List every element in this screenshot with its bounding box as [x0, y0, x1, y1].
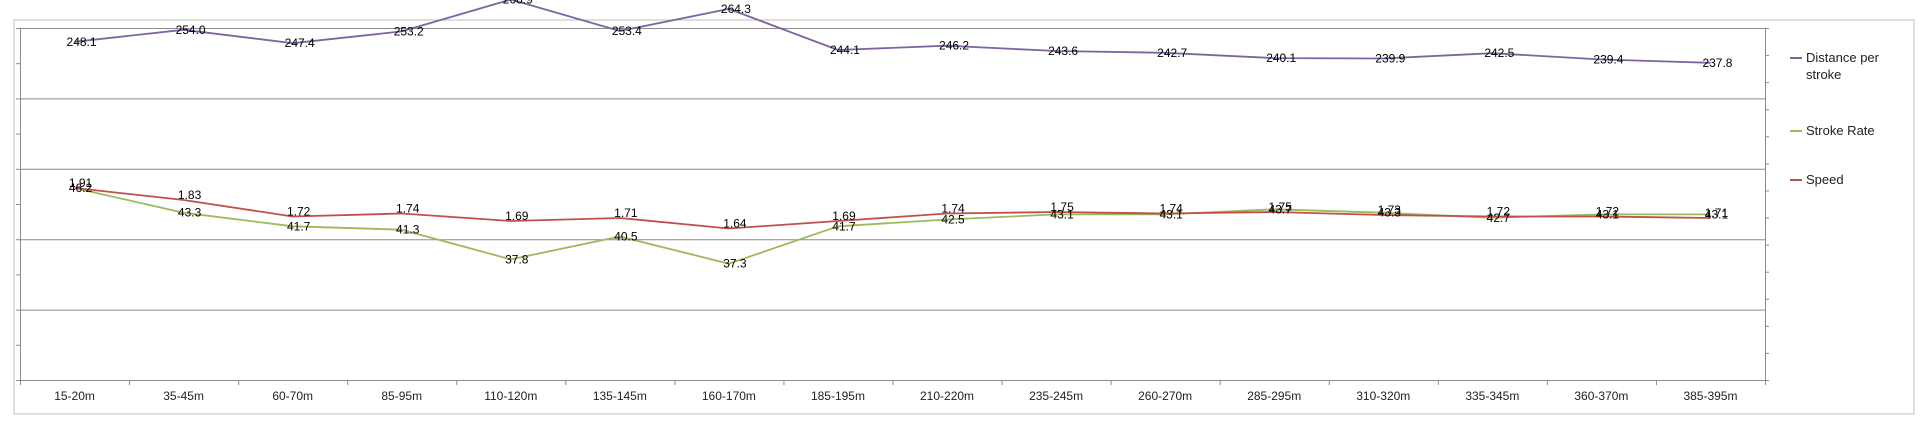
x-tick-label: 185-195m — [811, 389, 865, 403]
data-label: 240.1 — [1266, 51, 1296, 65]
x-tick-label: 285-295m — [1247, 389, 1301, 403]
data-label: 242.5 — [1484, 46, 1514, 60]
data-label: 1.69 — [505, 209, 529, 223]
data-label: 1.74 — [941, 202, 965, 216]
x-tick-label: 15-20m — [54, 389, 95, 403]
legend-label: Distance per — [1806, 50, 1880, 65]
data-label: 42.5 — [941, 212, 965, 226]
x-tick-label: 360-370m — [1574, 389, 1628, 403]
data-label: 41.3 — [396, 223, 420, 237]
x-tick-label: 60-70m — [272, 389, 313, 403]
data-labels: 248.1 254.0 247.4 253.2 268.9 253.4 264.3 244.1… — [67, 0, 1733, 271]
x-tick-label: 310-320m — [1356, 389, 1410, 403]
data-label: 1.74 — [396, 202, 420, 216]
data-label: 43.1 — [1159, 207, 1183, 221]
data-label: 1.72 — [1596, 205, 1620, 219]
data-label: 46.2 — [69, 181, 93, 195]
data-label: 253.4 — [612, 24, 642, 38]
data-label: 253.2 — [394, 24, 424, 38]
axes: 15-20m 35-45m 60-70m 85-95m 110-120m 135-145m… — [16, 28, 1769, 403]
data-label: 246.2 — [939, 39, 969, 53]
data-label: 239.4 — [1593, 53, 1623, 67]
data-label: 243.6 — [1048, 44, 1078, 58]
data-label: 41.7 — [287, 219, 311, 233]
data-label: 268.9 — [503, 0, 533, 6]
data-label: 242.7 — [1157, 46, 1187, 60]
data-label: 247.4 — [285, 36, 315, 50]
data-label: 254.0 — [176, 23, 206, 37]
legend-label: Speed — [1806, 172, 1844, 187]
data-label: 43.1 — [1705, 207, 1729, 221]
data-label: 37.3 — [723, 257, 747, 271]
data-label: 1.72 — [1487, 205, 1511, 219]
data-label: 37.8 — [505, 252, 529, 266]
data-label: 1.75 — [1269, 200, 1293, 214]
data-label: 264.3 — [721, 2, 751, 16]
data-label: 40.5 — [614, 229, 638, 243]
x-tick-label: 335-345m — [1465, 389, 1519, 403]
x-tick-label: 260-270m — [1138, 389, 1192, 403]
data-label: 1.71 — [1705, 206, 1729, 220]
data-label: 1.91 — [69, 176, 93, 190]
data-label: 1.75 — [1050, 200, 1074, 214]
x-tick-label: 160-170m — [702, 389, 756, 403]
x-tick-label: 210-220m — [920, 389, 974, 403]
x-tick-label: 385-395m — [1683, 389, 1737, 403]
data-label: 41.7 — [832, 219, 856, 233]
legend: Distance per stroke Stroke Rate Speed — [1790, 50, 1880, 187]
x-tick-label: 85-95m — [381, 389, 422, 403]
x-tick-label: 135-145m — [593, 389, 647, 403]
x-tick-label: 235-245m — [1029, 389, 1083, 403]
series-lines — [74, 0, 1711, 265]
data-label: 43.1 — [1050, 207, 1074, 221]
data-label: 43.3 — [1378, 206, 1402, 220]
gridlines — [20, 28, 1765, 311]
data-label: 1.83 — [178, 188, 202, 202]
x-tick-label: 35-45m — [163, 389, 204, 403]
series-line-0 — [74, 0, 1711, 64]
data-label: 42.7 — [1487, 211, 1511, 225]
data-label: 43.3 — [178, 206, 202, 220]
data-label: 43.7 — [1269, 202, 1293, 216]
data-label: 244.1 — [830, 43, 860, 57]
legend-label: Stroke Rate — [1806, 123, 1875, 138]
data-label: 1.69 — [832, 209, 856, 223]
data-label: 237.8 — [1702, 56, 1732, 70]
data-label: 1.74 — [1159, 202, 1183, 216]
data-label: 1.71 — [614, 206, 638, 220]
data-label: 1.72 — [287, 205, 311, 219]
data-label: 1.64 — [723, 217, 747, 231]
data-label: 248.1 — [67, 35, 97, 49]
legend-label: stroke — [1806, 67, 1841, 82]
series-line-2 — [74, 187, 1711, 230]
data-label: 43.1 — [1596, 207, 1620, 221]
x-tick-label: 110-120m — [484, 389, 537, 403]
data-label: 1.73 — [1378, 203, 1402, 217]
data-label: 239.9 — [1375, 52, 1405, 66]
